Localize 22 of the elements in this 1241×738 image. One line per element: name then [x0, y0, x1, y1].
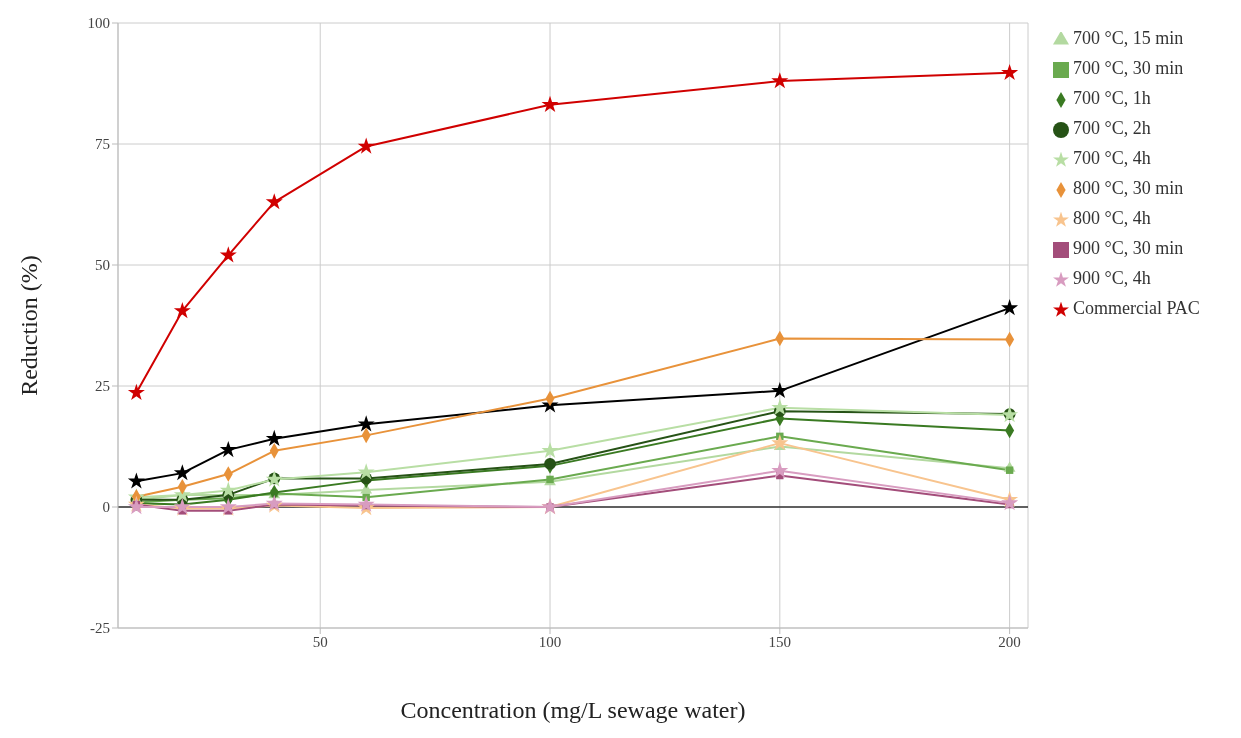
legend-label: 700 °C, 30 min [1073, 58, 1184, 78]
y-tick-label: 0 [102, 499, 110, 516]
y-tick-label: 25 [95, 378, 110, 395]
y-tick-label: 50 [95, 257, 110, 274]
x-tick-label: 50 [312, 633, 328, 650]
legend-label: Commercial PAC [1073, 298, 1200, 318]
legend-label: 700 °C, 1h [1073, 88, 1151, 108]
y-tick-label: -25 [90, 620, 110, 637]
y-tick-label: 75 [95, 136, 110, 153]
x-tick-label: 200 [998, 633, 1021, 650]
legend-label: 700 °C, 2h [1073, 118, 1151, 138]
legend-label: 800 °C, 30 min [1073, 178, 1184, 198]
legend-label: 900 °C, 30 min [1073, 238, 1184, 258]
y-tick-label: 100 [87, 15, 110, 32]
legend-label: 700 °C, 15 min [1073, 28, 1184, 48]
y-axis-title: Reduction (%) [15, 255, 42, 396]
legend-label: 900 °C, 4h [1073, 268, 1151, 288]
x-tick-label: 100 [538, 633, 562, 650]
legend-label: 800 °C, 4h [1073, 208, 1151, 228]
x-axis-title: Concentration (mg/L sewage water) [400, 697, 746, 723]
x-tick-label: 150 [768, 633, 792, 650]
legend-label: 700 °C, 4h [1073, 148, 1151, 168]
